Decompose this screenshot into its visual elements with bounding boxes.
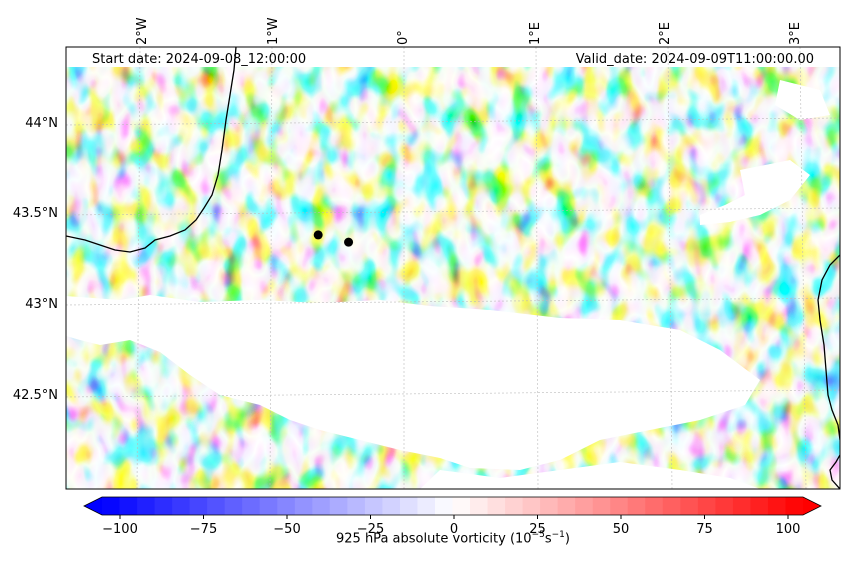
colorbar-segment	[750, 497, 769, 515]
colorbar-units-exp: −5	[531, 530, 545, 540]
colorbar-segment	[680, 497, 699, 515]
colorbar-tick-label: 50	[613, 522, 630, 537]
colorbar-segment	[154, 497, 173, 515]
colorbar-segment	[224, 497, 243, 515]
lon-tick-1e: 1°E	[528, 22, 543, 45]
colorbar-segment	[417, 497, 436, 515]
colorbar-segment	[785, 497, 804, 515]
coastline-mediterranean	[817, 254, 840, 489]
colorbar-extend-max	[803, 497, 821, 515]
colorbar-segment	[294, 497, 313, 515]
colorbar-segment	[487, 497, 506, 515]
colorbar-segment	[277, 497, 296, 515]
colorbar: −100 −75 −50 −25 0 25 50 75 100	[83, 496, 822, 537]
colorbar-segment	[452, 497, 471, 515]
colorbar-tick-label: 0	[450, 522, 458, 537]
colorbar-label: 925 hPa absolute vorticity (10−5s−1)	[0, 530, 850, 546]
colorbar-segment	[505, 497, 524, 515]
station-marker-1	[313, 230, 323, 240]
colorbar-tick-label: −50	[273, 522, 300, 537]
colorbar-units-s: s	[544, 531, 552, 547]
start-date-label: Start date: 2024-09-08_12:00:00	[92, 52, 307, 67]
colorbar-segment	[540, 497, 559, 515]
lon-tick-3e: 3°E	[788, 22, 803, 45]
colorbar-units-open: (10	[509, 531, 532, 547]
colorbar-segment	[242, 497, 261, 515]
colorbar-units-close: )	[564, 531, 570, 547]
colorbar-segment	[207, 497, 226, 515]
colorbar-segment	[732, 497, 752, 515]
colorbar-tick-label: −75	[190, 522, 217, 537]
colorbar-tick-label: 75	[696, 522, 713, 537]
colorbar-segment	[312, 497, 331, 515]
colorbar-outline	[83, 496, 822, 516]
colorbar-segment	[347, 497, 366, 515]
colorbar-tick-label: −100	[102, 522, 138, 537]
lat-tick-43n: 43°N	[25, 297, 58, 312]
colorbar-tick-label: 100	[776, 522, 801, 537]
colorbar-segment	[102, 497, 121, 515]
colorbar-segment	[434, 497, 454, 515]
colorbar-segment	[172, 497, 191, 515]
colorbar-segment	[662, 497, 681, 515]
colorbar-segment	[767, 497, 787, 515]
colorbar-segment	[627, 497, 646, 515]
colorbar-field-title: 925 hPa absolute vorticity	[336, 531, 506, 547]
colorbar-segment	[382, 497, 401, 515]
colorbar-segment	[137, 497, 156, 515]
lon-tick-2e: 2°E	[658, 22, 673, 45]
colorbar-extend-min	[84, 497, 102, 515]
masked-region-south	[420, 462, 760, 489]
map-frame	[65, 46, 841, 490]
colorbar-segment	[697, 497, 716, 515]
lon-tick-1w: 1°W	[266, 17, 281, 45]
colorbar-segment	[399, 497, 419, 515]
colorbar-segment	[329, 497, 348, 515]
colorbar-segment	[610, 497, 629, 515]
colorbar-segment	[715, 497, 734, 515]
colorbar-segment	[522, 497, 541, 515]
coastline-atlantic	[66, 47, 237, 253]
graticule	[66, 47, 840, 489]
header-strip	[66, 47, 840, 67]
marker-layer	[313, 230, 354, 247]
valid-date-label: Valid_date: 2024-09-09T11:00:00.00	[575, 52, 814, 67]
colorbar-segment	[557, 497, 576, 515]
vorticity-field	[66, 47, 840, 489]
lon-tick-2w: 2°W	[135, 17, 150, 45]
colorbar-segment	[645, 497, 664, 515]
lat-tick-44n: 44°N	[25, 116, 58, 131]
colorbar-tick-label: 25	[529, 522, 546, 537]
colorbar-segment	[575, 497, 594, 515]
lon-tick-0: 0°	[396, 30, 411, 45]
lat-tick-43-5n: 43.5°N	[12, 206, 58, 221]
colorbar-units-exp2: −1	[551, 530, 565, 540]
colorbar-segment	[119, 497, 138, 515]
masked-region-ne	[775, 80, 830, 120]
colorbar-segment	[364, 497, 383, 515]
colorbar-segment	[189, 497, 208, 515]
colorbar-segment	[470, 497, 489, 515]
colorbar-segment	[259, 497, 278, 515]
colorbar-tick-label: −25	[357, 522, 384, 537]
station-marker-2	[344, 237, 354, 247]
colorbar-segment	[592, 497, 611, 515]
lat-tick-42-5n: 42.5°N	[12, 388, 58, 403]
masked-region-pyrenees	[66, 295, 760, 470]
